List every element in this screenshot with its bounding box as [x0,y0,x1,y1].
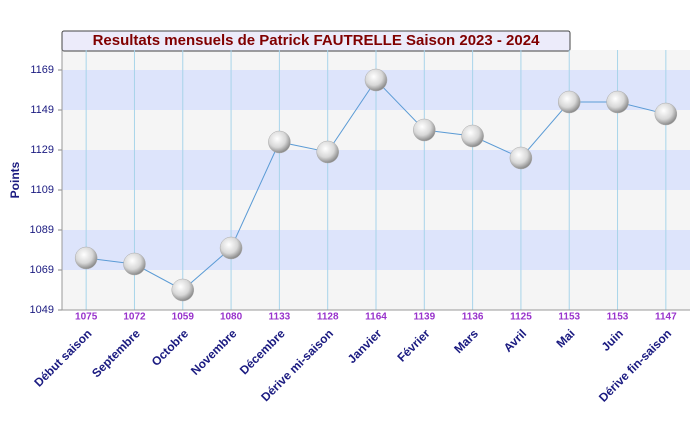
y-tick-label: 1169 [30,64,54,76]
data-label: 1128 [317,312,339,323]
data-point [316,140,339,164]
y-axis-title: Points [8,161,22,198]
data-point [557,90,581,114]
x-tick-label: Janvier [345,326,385,366]
data-point [219,236,243,260]
chart-title: Resultats mensuels de Patrick FAUTRELLE … [93,32,541,49]
x-tick-label: Février [394,326,432,364]
data-point [74,246,98,270]
x-tick-label: Mai [554,326,578,350]
data-point [123,252,146,276]
data-label: 1139 [413,312,435,323]
data-point [654,102,678,126]
x-tick-label: Mars [451,326,481,356]
y-tick-label: 1069 [30,264,54,276]
data-label: 1147 [655,312,677,323]
x-tick-label: Avril [501,326,529,354]
data-label: 1075 [75,312,98,323]
x-tick-label: Décembre [237,326,288,377]
data-label: 1080 [220,312,243,323]
data-point [171,278,195,302]
data-point [413,118,436,142]
x-tick-label: Novembre [188,326,240,378]
data-label: 1136 [462,312,484,323]
x-tick-label: Juin [599,326,626,353]
x-tick-label: Début saison [31,326,94,389]
y-tick-label: 1129 [30,144,54,156]
y-tick-label: 1149 [30,104,54,116]
data-label: 1125 [510,312,532,323]
data-point [364,68,388,92]
data-point [461,124,484,148]
data-label: 1164 [365,312,387,323]
x-tick-label: Octobre [149,326,192,369]
data-label: 1153 [607,312,629,323]
x-tick-label: Septembre [89,326,143,380]
data-point [606,90,629,114]
data-point [509,146,533,170]
title-box [61,30,571,52]
data-point [268,130,291,154]
y-tick-label: 1109 [30,184,54,196]
data-label: 1059 [172,312,195,323]
y-tick-label: 1089 [30,224,54,236]
data-label: 1072 [123,312,146,323]
data-label: 1133 [269,312,291,323]
y-tick-label: 1049 [30,304,54,316]
data-label: 1153 [558,312,580,323]
